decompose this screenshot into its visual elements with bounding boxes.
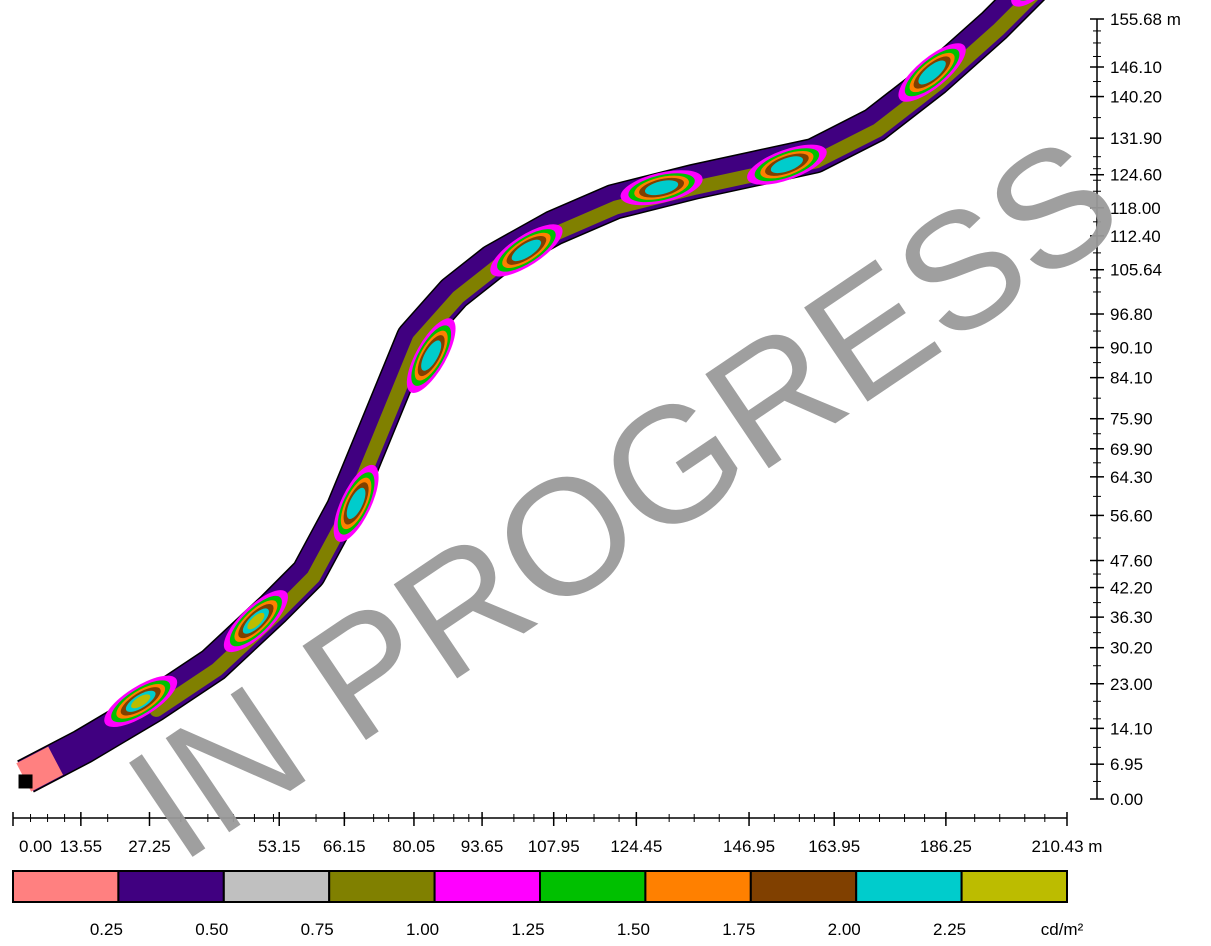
legend-swatch [644, 870, 752, 903]
luminance-hotspots [104, 0, 1074, 727]
hotspot-ring [511, 239, 542, 262]
x-tick-label: 80.05 [393, 837, 436, 856]
x-tick-label: 93.65 [461, 837, 504, 856]
hotspot-core [131, 694, 151, 709]
hotspot [406, 318, 456, 393]
legend-unit: cd/m² [1041, 920, 1084, 939]
y-tick-label: 105.64 [1110, 261, 1162, 280]
y-tick-label: 140.20 [1110, 88, 1162, 107]
hotspot-ring [918, 60, 946, 85]
y-tick-label: 42.20 [1110, 579, 1153, 598]
y-tick-label: 36.30 [1110, 608, 1153, 627]
legend-label: 0.25 [90, 920, 123, 939]
hotspot [490, 224, 563, 277]
y-tick-label: 14.10 [1110, 719, 1153, 738]
legend-swatch [117, 870, 225, 903]
hotspot [104, 675, 178, 727]
x-tick-label: 107.95 [528, 837, 580, 856]
x-tick-label: 163.95 [808, 837, 860, 856]
legend-swatch [433, 870, 542, 903]
y-axis: 0.00 6.95 14.10 23.00 30.20 36.30 42.20 47.60 56… [1090, 10, 1181, 809]
hotspot [223, 590, 288, 653]
y-tick-label: 30.20 [1110, 639, 1153, 658]
x-tick-label: 124.45 [610, 837, 662, 856]
hotspot [747, 144, 827, 185]
legend-swatch [960, 870, 1068, 903]
legend-label: 2.00 [828, 920, 861, 939]
y-tick-label: 56.60 [1110, 506, 1153, 525]
color-legend: 0.25 0.50 0.75 1.00 1.25 1.50 1.75 2.00 2.25 cd/m… [12, 870, 1084, 939]
observer-marker [18, 774, 33, 789]
y-tick-label: 23.00 [1110, 675, 1153, 694]
y-tick-label: 112.40 [1110, 227, 1161, 246]
watermark-text: IN PROGRESS [97, 101, 1150, 894]
x-axis: 0.00 13.55 27.25 53.15 66.15 80.05 93.65 107.95… [12, 812, 1103, 856]
y-tick-label: 64.30 [1110, 468, 1153, 487]
legend-swatch [855, 870, 963, 903]
x-tick-label: 66.15 [323, 837, 366, 856]
y-tick-label: 124.60 [1110, 166, 1162, 185]
legend-swatch [12, 870, 120, 903]
x-tick-label: 0.00 [19, 837, 52, 856]
legend-label: 0.75 [301, 920, 334, 939]
x-tick-label: 13.55 [60, 837, 103, 856]
y-tick-label: 155.68 m [1110, 10, 1181, 29]
legend-label: 1.50 [617, 920, 650, 939]
y-tick-label: 90.10 [1110, 339, 1153, 358]
x-tick-label: 27.25 [128, 837, 171, 856]
hotspot-ring [346, 487, 366, 520]
legend-swatch [328, 870, 436, 903]
hotspot [620, 170, 703, 206]
x-tick-label: 210.43 m [1032, 837, 1103, 856]
hotspot-core [247, 612, 265, 630]
y-tick-label: 47.60 [1110, 552, 1153, 571]
y-tick-label: 118.00 [1110, 199, 1161, 218]
legend-label: 1.25 [511, 920, 544, 939]
y-tick-label: 69.90 [1110, 440, 1153, 459]
hotspot-ring [770, 156, 804, 174]
hotspot-ring [644, 180, 679, 196]
y-tick-label: 146.10 [1110, 58, 1162, 77]
y-tick-label: 131.90 [1110, 129, 1162, 148]
legend-swatch [222, 870, 331, 903]
hotspot [333, 464, 379, 542]
hotspot [898, 43, 966, 102]
legend-swatch [539, 870, 647, 903]
legend-swatch [749, 870, 858, 903]
x-tick-label: 186.25 [920, 837, 972, 856]
observer-square [18, 774, 33, 789]
y-tick-label: 6.95 [1110, 755, 1143, 774]
hotspot-ring [421, 340, 442, 371]
y-tick-label: 0.00 [1110, 790, 1143, 809]
legend-label: 1.75 [722, 920, 755, 939]
x-tick-label: 146.95 [723, 837, 775, 856]
legend-label: 0.50 [195, 920, 228, 939]
x-tick-label: 53.15 [258, 837, 301, 856]
legend-label: 2.25 [933, 920, 966, 939]
legend-label: 1.00 [406, 920, 439, 939]
y-tick-label: 96.80 [1110, 305, 1153, 324]
y-tick-label: 84.10 [1110, 369, 1153, 388]
y-tick-label: 75.90 [1110, 410, 1153, 429]
